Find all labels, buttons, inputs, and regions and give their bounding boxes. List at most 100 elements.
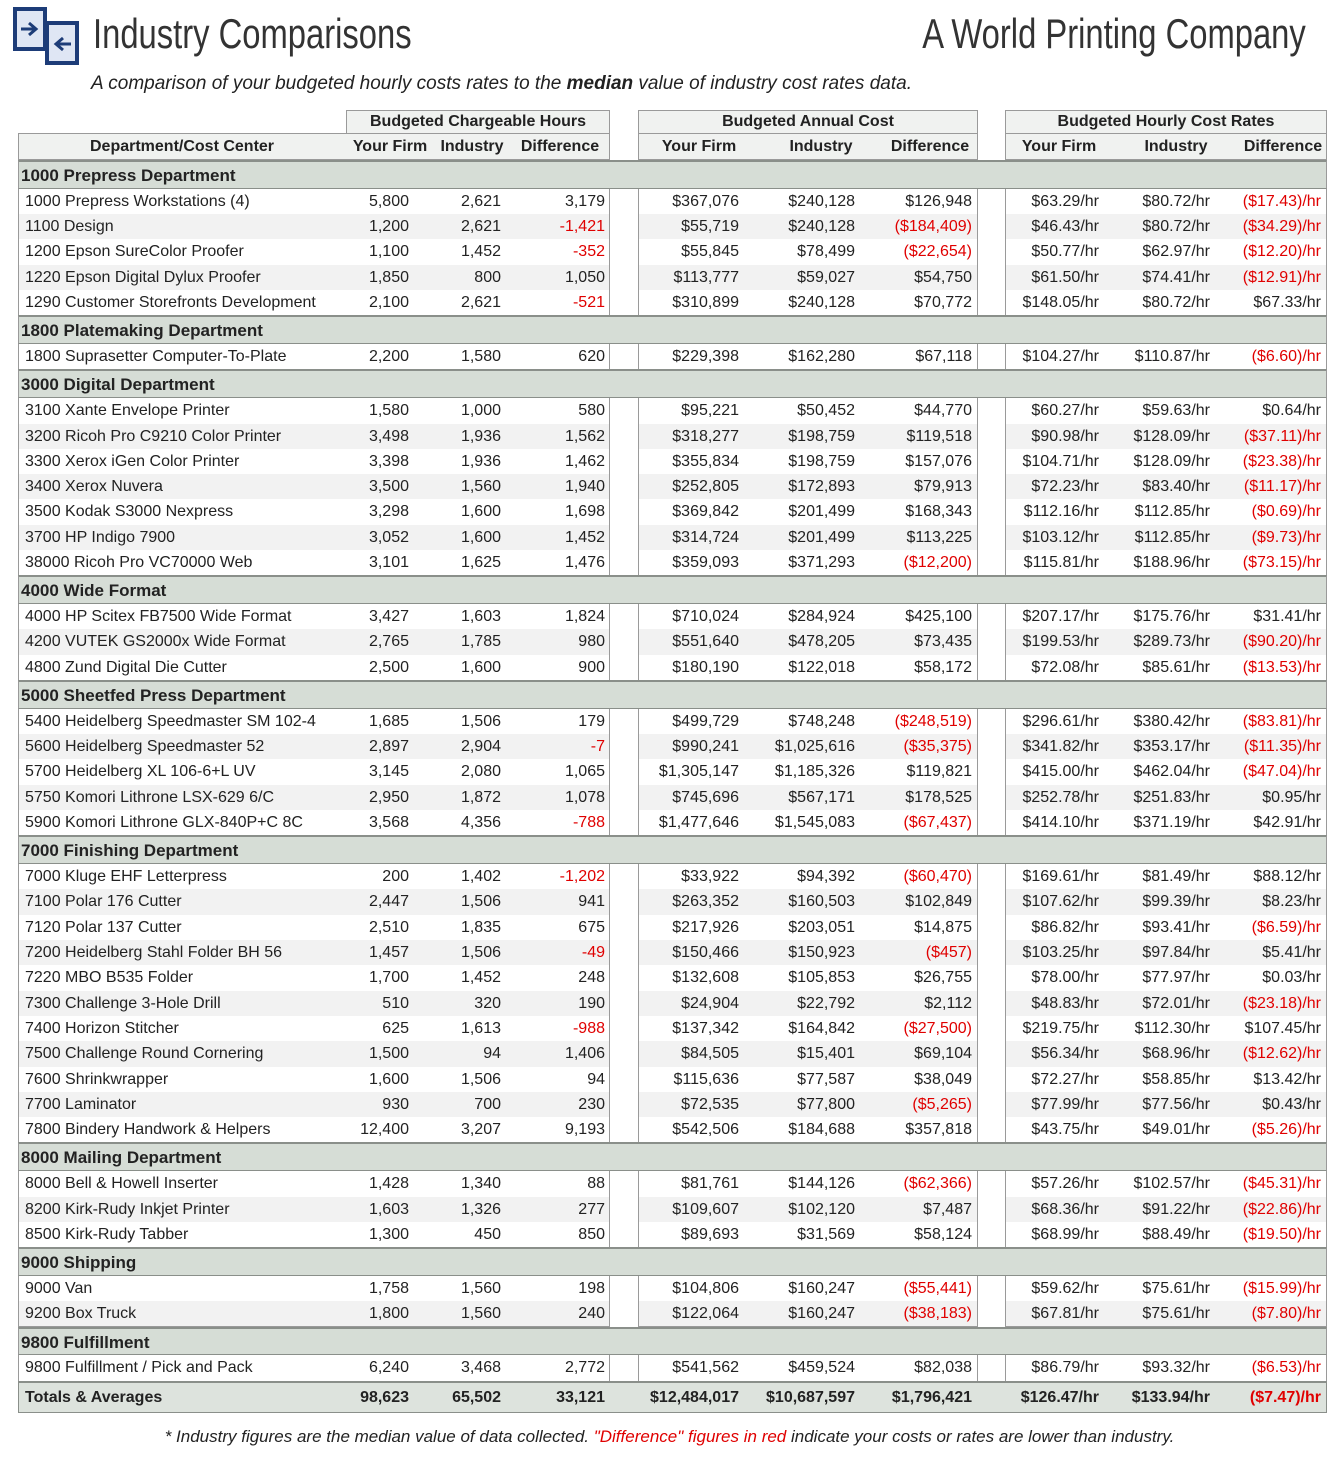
value-cell: 980 — [578, 633, 605, 651]
value-cell: $104.71/hr — [1022, 452, 1099, 470]
value-cell: $46.43/hr — [1031, 218, 1099, 236]
value-cell: $314,724 — [672, 528, 739, 546]
value-cell: $50.77/hr — [1031, 243, 1099, 261]
value-cell: $229,398 — [672, 348, 739, 366]
value-cell: 3,500 — [368, 478, 409, 496]
row-label: 8000 Bell & Howell Inserter — [25, 1175, 218, 1193]
value-cell: $175.76/hr — [1133, 608, 1210, 626]
value-cell: 1,300 — [368, 1225, 409, 1243]
row-label: 1100 Design — [25, 218, 114, 236]
value-cell: ($6.60)/hr — [1251, 348, 1321, 366]
value-cell: ($47.04)/hr — [1242, 763, 1321, 781]
value-cell: 200 — [382, 868, 409, 886]
row-band — [638, 1355, 978, 1382]
value-cell: 450 — [474, 1225, 501, 1243]
value-cell: 2,621 — [460, 192, 501, 210]
row-band — [1005, 990, 1327, 1017]
value-cell: $77.99/hr — [1031, 1095, 1099, 1113]
value-cell: ($11.35)/hr — [1243, 738, 1321, 756]
value-cell: $102,120 — [788, 1200, 855, 1218]
value-cell: $59.62/hr — [1031, 1279, 1099, 1297]
value-cell: $55,845 — [681, 243, 739, 261]
value-cell: ($60,470) — [903, 868, 973, 886]
value-cell: ($184,409) — [894, 218, 972, 236]
row-band — [1005, 1066, 1327, 1093]
row-band — [638, 188, 978, 216]
value-cell: $132,608 — [672, 969, 739, 987]
row-label: 3100 Xante Envelope Printer — [25, 402, 230, 420]
value-cell: 1,560 — [460, 478, 501, 496]
row-band — [18, 214, 610, 241]
value-cell: ($457) — [925, 944, 972, 961]
value-cell: 3,568 — [368, 814, 409, 831]
row-band — [18, 1275, 610, 1303]
row-label: 5400 Heidelberg Speedmaster SM 102-4 — [25, 712, 316, 730]
value-cell: $43.75/hr — [1031, 1121, 1099, 1139]
row-band — [638, 448, 978, 476]
value-cell: $31,569 — [797, 1225, 855, 1243]
value-cell: 94 — [483, 1045, 501, 1063]
value-cell: $72.01/hr — [1142, 994, 1210, 1012]
header-band — [1005, 133, 1327, 160]
value-cell: $184,688 — [788, 1121, 855, 1139]
value-cell: $86.79/hr — [1031, 1359, 1099, 1377]
value-cell: $5.41/hr — [1262, 944, 1321, 961]
value-cell: 850 — [578, 1225, 605, 1243]
value-cell: 3,427 — [368, 608, 409, 626]
row-label: 1290 Customer Storefronts Development — [25, 294, 316, 311]
value-cell: $113,225 — [906, 528, 972, 546]
section-header: 9800 Fulfillment — [18, 1326, 1327, 1356]
row-band — [18, 654, 610, 681]
value-cell: $82,038 — [914, 1359, 972, 1377]
value-cell: $67.81/hr — [1031, 1305, 1099, 1323]
value-cell: $168,343 — [905, 503, 972, 521]
value-cell: ($12.62)/hr — [1242, 1045, 1321, 1063]
totals-value: $133.94/hr — [1131, 1388, 1210, 1406]
row-band — [1005, 629, 1327, 656]
value-cell: $90.98/hr — [1031, 427, 1099, 445]
value-cell: $240,128 — [788, 294, 855, 311]
value-cell: $551,640 — [672, 633, 739, 651]
value-cell: ($83.81)/hr — [1242, 712, 1321, 730]
group-header: Budgeted Hourly Cost Rates — [1005, 110, 1327, 134]
value-cell: $107.45/hr — [1244, 1019, 1321, 1037]
value-cell: 1,698 — [564, 503, 605, 521]
row-label: 9200 Box Truck — [25, 1305, 137, 1323]
totals-band — [18, 1380, 1327, 1413]
row-band — [638, 398, 978, 425]
value-cell: $102.57/hr — [1133, 1175, 1210, 1193]
row-band — [18, 784, 610, 811]
value-cell: 9,193 — [564, 1121, 605, 1139]
value-cell: $1,185,326 — [774, 763, 855, 781]
section-header: 9000 Shipping — [18, 1247, 1327, 1276]
row-band — [638, 550, 978, 577]
row-band — [638, 239, 978, 266]
row-band — [18, 423, 610, 450]
value-cell: $7,487 — [923, 1200, 972, 1218]
row-band — [638, 1015, 978, 1043]
value-cell: 1,824 — [564, 608, 605, 626]
value-cell: $85.61/hr — [1142, 658, 1210, 676]
value-cell: ($248,519) — [894, 712, 972, 730]
row-label: 3200 Ricoh Pro C9210 Color Printer — [25, 427, 282, 445]
value-cell: $83.40/hr — [1142, 478, 1210, 496]
section-header: 7000 Finishing Department — [18, 835, 1327, 865]
row-band — [638, 629, 978, 656]
section-header: 3000 Digital Department — [18, 369, 1327, 399]
column-header: Department/Cost Center — [89, 138, 275, 155]
value-cell: 2,897 — [368, 738, 409, 756]
value-cell: $77.56/hr — [1142, 1095, 1210, 1113]
value-cell: 5,800 — [368, 192, 409, 210]
value-cell: $48.83/hr — [1031, 994, 1099, 1012]
row-label: 5700 Heidelberg XL 106-6+L UV — [25, 763, 256, 781]
value-cell: $107.62/hr — [1022, 893, 1099, 911]
value-cell: 620 — [578, 348, 605, 366]
column-header: Difference — [890, 138, 970, 155]
value-cell: $122,064 — [672, 1305, 739, 1323]
value-cell: $459,524 — [788, 1359, 855, 1377]
value-cell: $33,922 — [681, 868, 739, 886]
value-cell: 1,580 — [368, 402, 409, 420]
value-cell: $112.85/hr — [1134, 503, 1210, 521]
value-cell: $77,587 — [797, 1070, 855, 1088]
value-cell: $710,024 — [672, 608, 739, 626]
